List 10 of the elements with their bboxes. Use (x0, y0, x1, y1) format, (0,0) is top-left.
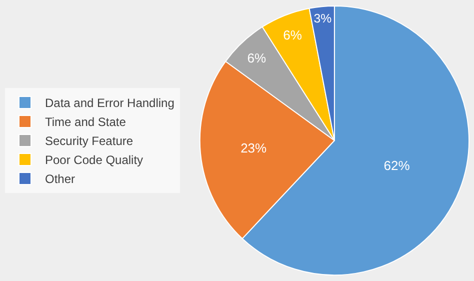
legend-label: Data and Error Handling (45, 96, 174, 110)
legend-label: Security Feature (45, 134, 134, 148)
legend-label: Time and State (45, 115, 126, 130)
data-label: 23% (240, 140, 268, 156)
legend-label: Other (45, 172, 76, 186)
data-label: 3% (314, 11, 332, 26)
data-label: 62% (384, 158, 410, 173)
data-label: 6% (247, 50, 266, 66)
legend-label: Poor Code Quality (45, 153, 144, 168)
data-label: 6% (283, 28, 302, 43)
